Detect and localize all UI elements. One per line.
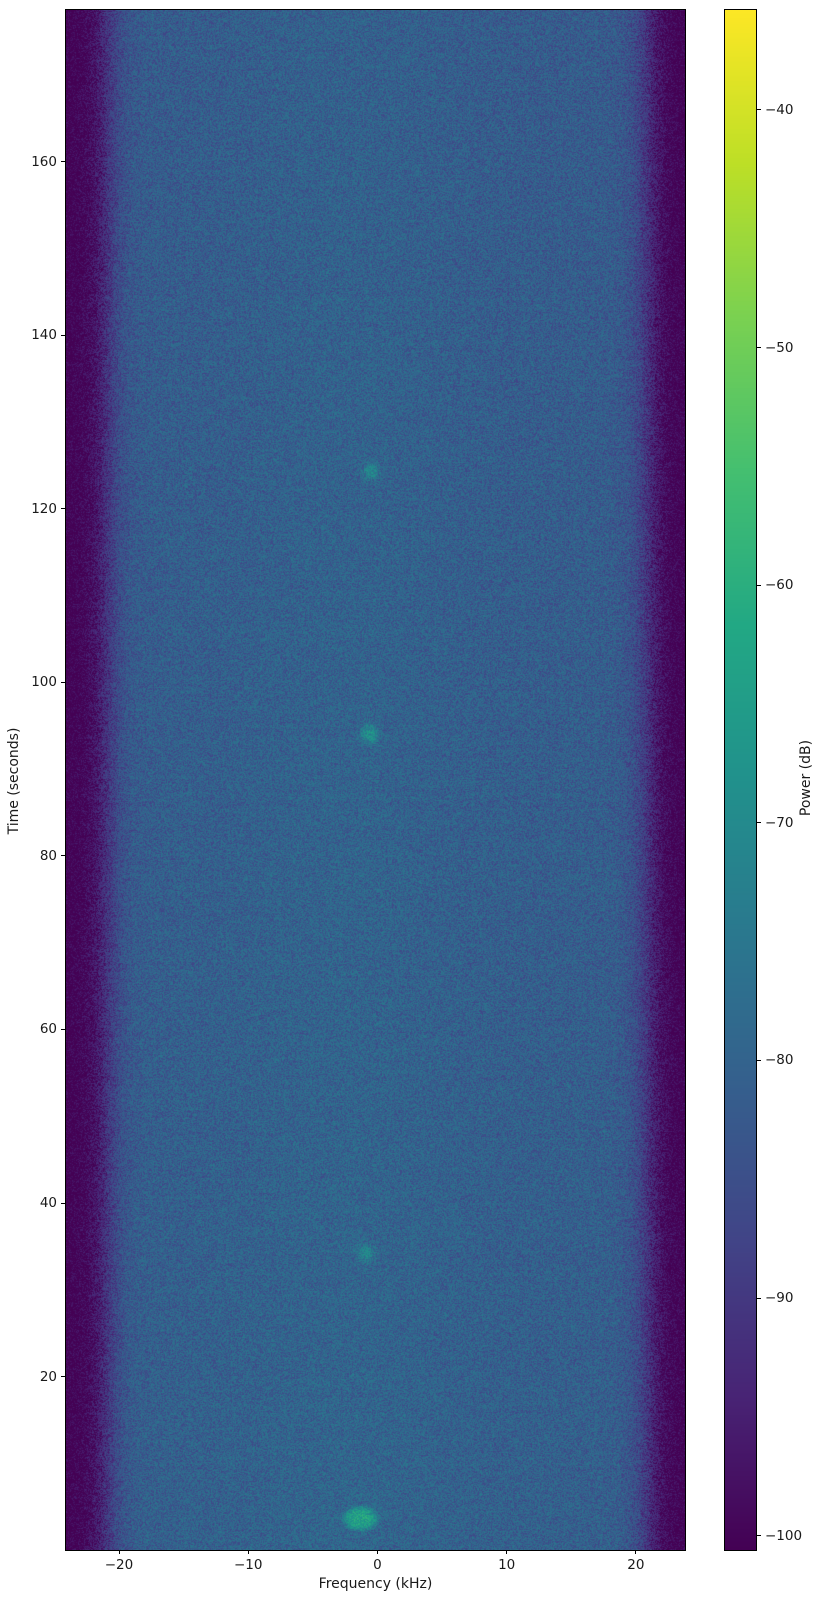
tick-mark (757, 347, 761, 348)
tick-mark (376, 1550, 378, 1554)
tick-mark (61, 1028, 65, 1030)
tick-mark (61, 1376, 65, 1377)
tick-label: 60 (39, 1021, 57, 1038)
tick-label: −50 (765, 339, 794, 356)
tick-mark (61, 161, 65, 163)
tick-mark (757, 822, 761, 824)
colorbar (724, 9, 757, 1551)
tick-mark (757, 109, 761, 111)
tick-label: −20 (104, 1557, 134, 1573)
tick-label: −90 (765, 1290, 794, 1307)
spectrogram-heatmap-canvas (66, 10, 685, 1550)
x-axis-label: Frequency (kHz) (318, 1576, 433, 1592)
tick-mark (757, 1059, 761, 1061)
tick-mark (61, 1202, 65, 1204)
tick-label: 120 (31, 500, 57, 517)
tick-label: 20 (39, 1368, 57, 1385)
tick-label: −100 (765, 1527, 803, 1544)
tick-label: 140 (31, 327, 57, 344)
plot-area (65, 9, 686, 1551)
tick-mark (247, 1550, 249, 1554)
tick-mark (61, 681, 65, 683)
tick-label: −10 (233, 1557, 263, 1573)
tick-mark (757, 584, 761, 586)
tick-mark (757, 1297, 761, 1299)
tick-label: 80 (39, 847, 57, 864)
tick-mark (635, 1550, 637, 1554)
y-axis-label: Time (seconds) (6, 727, 22, 835)
tick-label: 100 (31, 674, 57, 691)
tick-label: −80 (765, 1052, 794, 1069)
tick-label: 40 (39, 1195, 57, 1211)
x-axis: −20 −10 0 10 20 (66, 1550, 685, 1592)
colorbar-gradient-canvas (725, 10, 756, 1550)
tick-mark (506, 1550, 508, 1554)
tick-mark (61, 334, 65, 336)
tick-label: 0 (373, 1557, 382, 1573)
tick-mark (61, 855, 65, 857)
y-axis: 20 40 60 80 100 120 140 160 (0, 10, 65, 1550)
tick-label: 10 (498, 1557, 516, 1573)
colorbar-label: Power (dB) (798, 739, 814, 817)
tick-label: 20 (627, 1557, 645, 1573)
tick-label: −70 (765, 814, 794, 831)
tick-label: 160 (31, 153, 57, 170)
tick-mark (118, 1550, 120, 1554)
tick-mark (61, 508, 65, 510)
colorbar-axis: −40 −50 −60 −70 −80 −90 −100 (757, 10, 832, 1550)
tick-label: −60 (765, 577, 794, 594)
tick-label: −40 (765, 101, 794, 118)
tick-mark (757, 1535, 761, 1537)
